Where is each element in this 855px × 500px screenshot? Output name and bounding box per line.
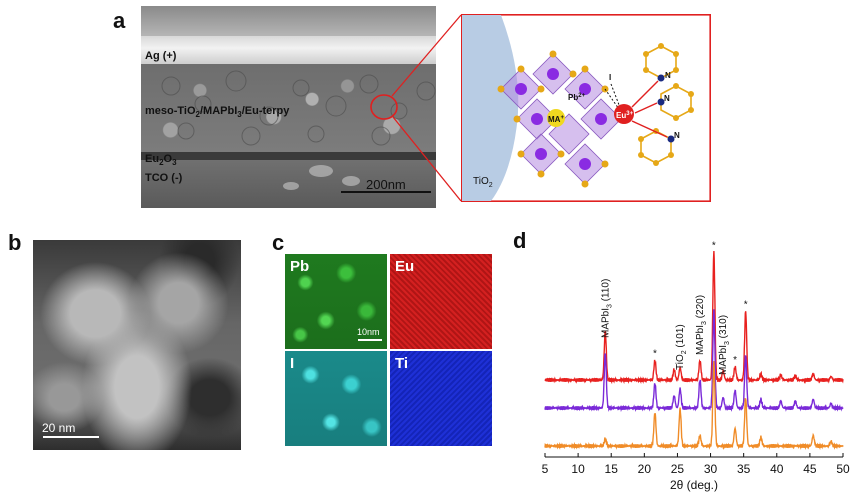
tco-layer-label: TCO (-) (145, 172, 183, 184)
iodide-label: I (609, 73, 611, 82)
x-tick-label: 30 (704, 462, 718, 476)
zoom-callout (370, 14, 462, 202)
asterisk-marker: * (653, 349, 657, 360)
nitrogen-atoms (657, 74, 675, 143)
eu-label: Eu3+ (616, 111, 634, 120)
n-label-3: N (674, 131, 680, 140)
x-tick-label: 15 (605, 462, 619, 476)
eds-map-eu: Eu (390, 254, 492, 349)
eds-map-ti: Ti (390, 351, 492, 446)
ma-label: MA+ (548, 115, 564, 124)
n-label-2: N (664, 94, 670, 103)
tem-scale-label: 20 nm (42, 421, 76, 435)
n-label-1: N (665, 71, 671, 80)
xrd-series-line-2 (544, 360, 844, 451)
eds-scale-bar (358, 339, 382, 341)
x-tick-label: 5 (542, 462, 549, 476)
x-tick-label: 35 (737, 462, 751, 476)
eu2o3-layer-label: Eu2O3 (145, 153, 177, 168)
eds-map-i: I (285, 351, 387, 446)
eds-label-ti: Ti (395, 355, 409, 372)
tem-scale-bar (43, 436, 99, 438)
x-tick-label: 10 (571, 462, 585, 476)
eds-label-pb: Pb (290, 258, 310, 275)
ag-electrode-label: Ag (+) (145, 50, 177, 62)
x-tick-label: 50 (836, 462, 850, 476)
sem-grain-texture (161, 70, 436, 190)
sem-scale-bar (341, 191, 431, 193)
xrd-series-line-0 (544, 250, 844, 385)
eds-label-eu: Eu (395, 258, 415, 275)
coordination-arrows (631, 80, 668, 138)
peak-annotation: MAPbI3 (220) (695, 295, 708, 355)
xrd-chart: 5 10 15 20 25 30 35 40 45 50 MAPbI3 (110) TiO2 (10… (542, 240, 850, 492)
tem-image: 20 nm (33, 240, 241, 450)
peak-annotation: TiO2 (101) (675, 324, 688, 370)
asterisk-marker: * (712, 240, 716, 251)
eds-scale-label: 10nm (357, 327, 380, 337)
ma-cation (547, 109, 565, 127)
panel-label-d: d (513, 228, 527, 253)
x-tick-label: 45 (803, 462, 817, 476)
sem-scale-label: 200nm (366, 177, 406, 192)
eds-map-pb: Pb 10nm (285, 254, 387, 349)
panel-label-a: a (113, 8, 126, 33)
pb-atoms (515, 68, 607, 170)
pb-label: Pb2+ (568, 93, 586, 102)
ligand-atoms (638, 43, 694, 166)
x-tick-label: 25 (671, 462, 685, 476)
active-layer-label: meso-TiO2/MAPbI3/Eu-terpy (145, 105, 290, 120)
asterisk-marker: * (744, 299, 748, 310)
peak-annotation: MAPbI3 (110) (600, 279, 613, 338)
x-tick-label: 20 (638, 462, 652, 476)
panel-label-b: b (8, 230, 22, 255)
tio2-label: TiO2 (473, 176, 493, 189)
peak-annotation: MAPbI3 (310) (718, 315, 731, 375)
eu-ion (614, 104, 634, 124)
asterisk-marker: * (733, 355, 737, 366)
structure-schematic: TiO2 MA+ Pb2+ I Eu3+ N N (461, 14, 711, 202)
x-axis-label: 2θ (deg.) (670, 478, 718, 492)
tio2-surface (462, 15, 519, 201)
xrd-series-line-1 (544, 309, 844, 413)
panel-label-c: c (272, 230, 285, 255)
eds-label-i: I (290, 355, 295, 372)
sem-cross-section-image: Ag (+) meso-TiO2/MAPbI3/Eu-terpy Eu2O3 T… (141, 6, 436, 208)
x-tick-label: 40 (770, 462, 784, 476)
